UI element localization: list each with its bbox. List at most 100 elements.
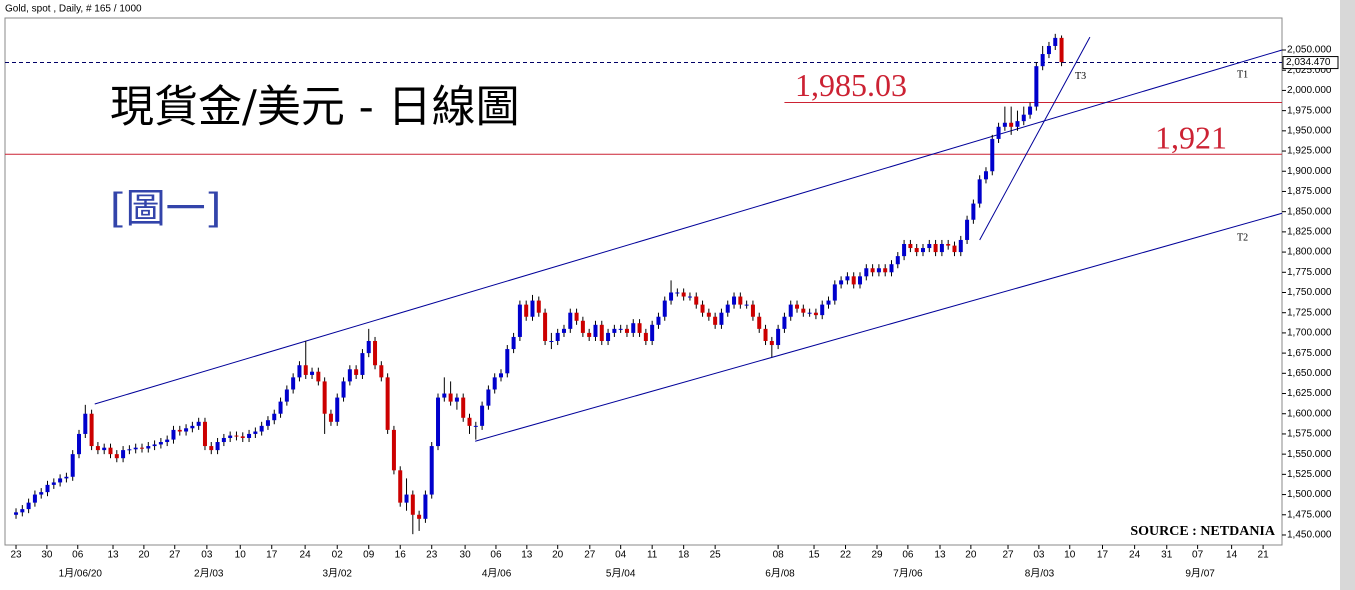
candle-body — [977, 179, 982, 204]
x-tick-label: 13 — [934, 550, 946, 561]
x-tick-label: 03 — [201, 550, 213, 561]
candle-body — [1040, 54, 1045, 67]
candle-body — [272, 413, 277, 421]
candle-body — [946, 243, 951, 246]
candle-body — [177, 429, 182, 432]
candle-body — [776, 328, 781, 346]
candle-body — [1028, 106, 1033, 115]
candle-body — [448, 393, 453, 402]
candle-body — [379, 365, 384, 378]
candle-body — [1053, 37, 1058, 46]
x-tick-label: 17 — [1097, 550, 1109, 561]
candle-body — [1002, 122, 1007, 127]
candle-body — [436, 397, 441, 447]
candle-body — [228, 435, 233, 438]
candle-body — [574, 312, 579, 321]
y-tick-label: 1,450.000 — [1287, 530, 1332, 541]
candle-body — [108, 447, 113, 455]
candle-body — [240, 436, 245, 438]
candle-body — [920, 248, 925, 253]
candle-body — [77, 433, 82, 455]
candle-body — [813, 312, 818, 316]
y-tick-label: 2,025.000 — [1287, 65, 1332, 76]
trend-label: T3 — [1075, 71, 1086, 82]
x-tick-label: 23 — [10, 550, 22, 561]
y-tick-label: 1,575.000 — [1287, 429, 1332, 440]
candle-body — [952, 245, 957, 253]
plot-area — [4, 17, 1283, 546]
candle-body — [360, 353, 365, 375]
candle-body — [851, 276, 856, 285]
candle-body — [417, 514, 422, 519]
x-tick-label: 15 — [808, 550, 820, 561]
candle-body — [202, 421, 207, 447]
y-tick-label: 1,775.000 — [1287, 267, 1332, 278]
candle-body — [32, 494, 37, 503]
candle-body — [593, 324, 598, 337]
x-tick-label: 30 — [460, 550, 472, 561]
candle-body — [738, 296, 743, 305]
candle-body — [681, 292, 686, 297]
candle-body — [725, 304, 730, 313]
candle-body — [769, 340, 774, 346]
chart-subtitle: [圖一] — [110, 186, 221, 232]
candle-body — [102, 447, 107, 451]
candle-body — [171, 429, 176, 440]
candle-body — [184, 428, 189, 432]
x-tick-label: 23 — [426, 550, 438, 561]
y-tick-label: 1,500.000 — [1287, 489, 1332, 500]
candle-body — [51, 482, 56, 485]
candle-body — [612, 328, 617, 333]
candle-body — [706, 312, 711, 317]
y-tick-label: 1,975.000 — [1287, 105, 1332, 116]
x-tick-label: 21 — [1258, 550, 1270, 561]
trend-line — [979, 36, 1091, 241]
candle-body — [58, 478, 63, 483]
candle-body — [303, 365, 308, 375]
candle-body — [939, 243, 944, 253]
candle-body — [807, 312, 812, 314]
trend-line — [94, 49, 1283, 405]
candle-body — [832, 284, 837, 301]
candle-body — [278, 401, 283, 414]
candle-body — [347, 369, 352, 382]
candle-body — [958, 239, 963, 253]
candle-body — [165, 439, 170, 443]
candle-body — [996, 126, 1001, 139]
candle-body — [858, 276, 863, 285]
candle-body — [247, 433, 252, 438]
month-label: 3月/02 — [323, 568, 353, 580]
candle-body — [492, 377, 497, 390]
candle-body — [587, 332, 592, 337]
candle-body — [801, 308, 806, 313]
candle-body — [1059, 37, 1064, 63]
candle-body — [983, 171, 988, 180]
y-tick-label: 1,700.000 — [1287, 328, 1332, 339]
y-tick-label: 1,900.000 — [1287, 166, 1332, 177]
candle-body — [14, 512, 19, 515]
candle-body — [209, 446, 214, 451]
x-tick-label: 03 — [1033, 550, 1045, 561]
candle-body — [908, 243, 913, 249]
y-tick-label: 1,675.000 — [1287, 348, 1332, 359]
candle-body — [297, 365, 302, 378]
candle-body — [536, 300, 541, 313]
candle-body — [316, 371, 321, 382]
month-label: 8月/03 — [1025, 568, 1055, 580]
candle-body — [190, 425, 195, 429]
candle-body — [39, 492, 44, 495]
candle-body — [757, 316, 762, 329]
candle-body — [631, 323, 636, 333]
candle-body — [650, 324, 655, 341]
candle-body — [442, 393, 447, 398]
candle-body — [454, 397, 459, 402]
candle-body — [599, 324, 604, 341]
candle-body — [864, 268, 869, 277]
candle-body — [467, 417, 472, 426]
trend-line — [475, 212, 1283, 442]
candle-body — [366, 340, 371, 354]
candle-body — [20, 509, 25, 513]
candle-body — [530, 300, 535, 317]
current-price-box — [1282, 56, 1339, 70]
candle-body — [335, 397, 340, 422]
